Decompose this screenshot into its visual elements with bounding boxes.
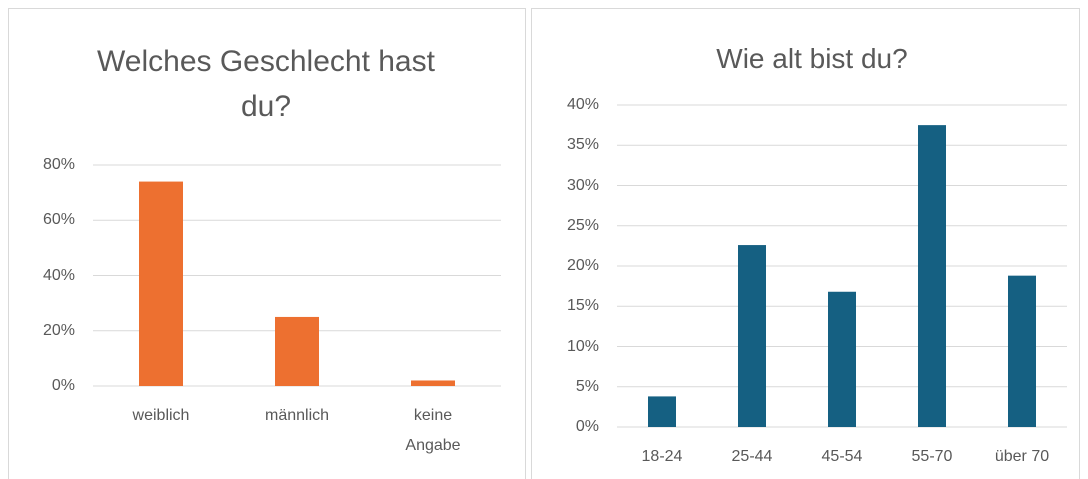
bar [1008, 275, 1036, 427]
bar [411, 380, 455, 386]
x-tick-label: 55-70 [911, 448, 953, 465]
y-tick-label: 25% [566, 216, 599, 234]
y-tick-label: 30% [566, 176, 599, 194]
y-tick-label: 5% [575, 377, 599, 395]
y-tick-label: 15% [566, 297, 599, 315]
y-tick-label: 60% [42, 211, 75, 229]
x-tick-label: männlich [264, 407, 330, 424]
x-tick-label: 45-54 [821, 448, 863, 465]
bar [648, 396, 676, 427]
bar [275, 316, 319, 386]
y-tick-label: 20% [566, 257, 599, 274]
plot [93, 164, 501, 387]
y-tick-label: 40% [566, 96, 599, 113]
bar [738, 245, 766, 427]
chart-panel: Welches Geschlecht hast du? 0% 20% 40% 60% 80… [8, 8, 526, 479]
chart-panel: Wie alt bist du? 0% 5% 10% 15% 20% 25% 30% 35% 40… [531, 8, 1080, 479]
chart-title: Welches Geschlecht hast du? [97, 45, 435, 123]
plot [617, 104, 1067, 428]
x-tick-label: über 70 [994, 448, 1050, 465]
y-tick-label: 40% [42, 266, 75, 284]
x-tick-label: weiblich [132, 407, 190, 424]
y-tick-label: 0% [575, 418, 599, 435]
x-tick-label: 18-24 [641, 448, 683, 465]
y-tick-label: 80% [42, 156, 75, 173]
y-tick-label: 10% [566, 337, 599, 355]
chart-title: Wie alt bist du? [716, 43, 908, 74]
bar [139, 181, 183, 386]
y-tick-label: 20% [42, 321, 75, 339]
x-tick-label: 25-44 [731, 448, 773, 465]
bar [828, 291, 856, 427]
x-tick-label: keine Angabe [405, 407, 461, 454]
bar [918, 125, 946, 427]
y-tick-label: 0% [51, 377, 75, 394]
y-tick-label: 35% [566, 136, 599, 154]
